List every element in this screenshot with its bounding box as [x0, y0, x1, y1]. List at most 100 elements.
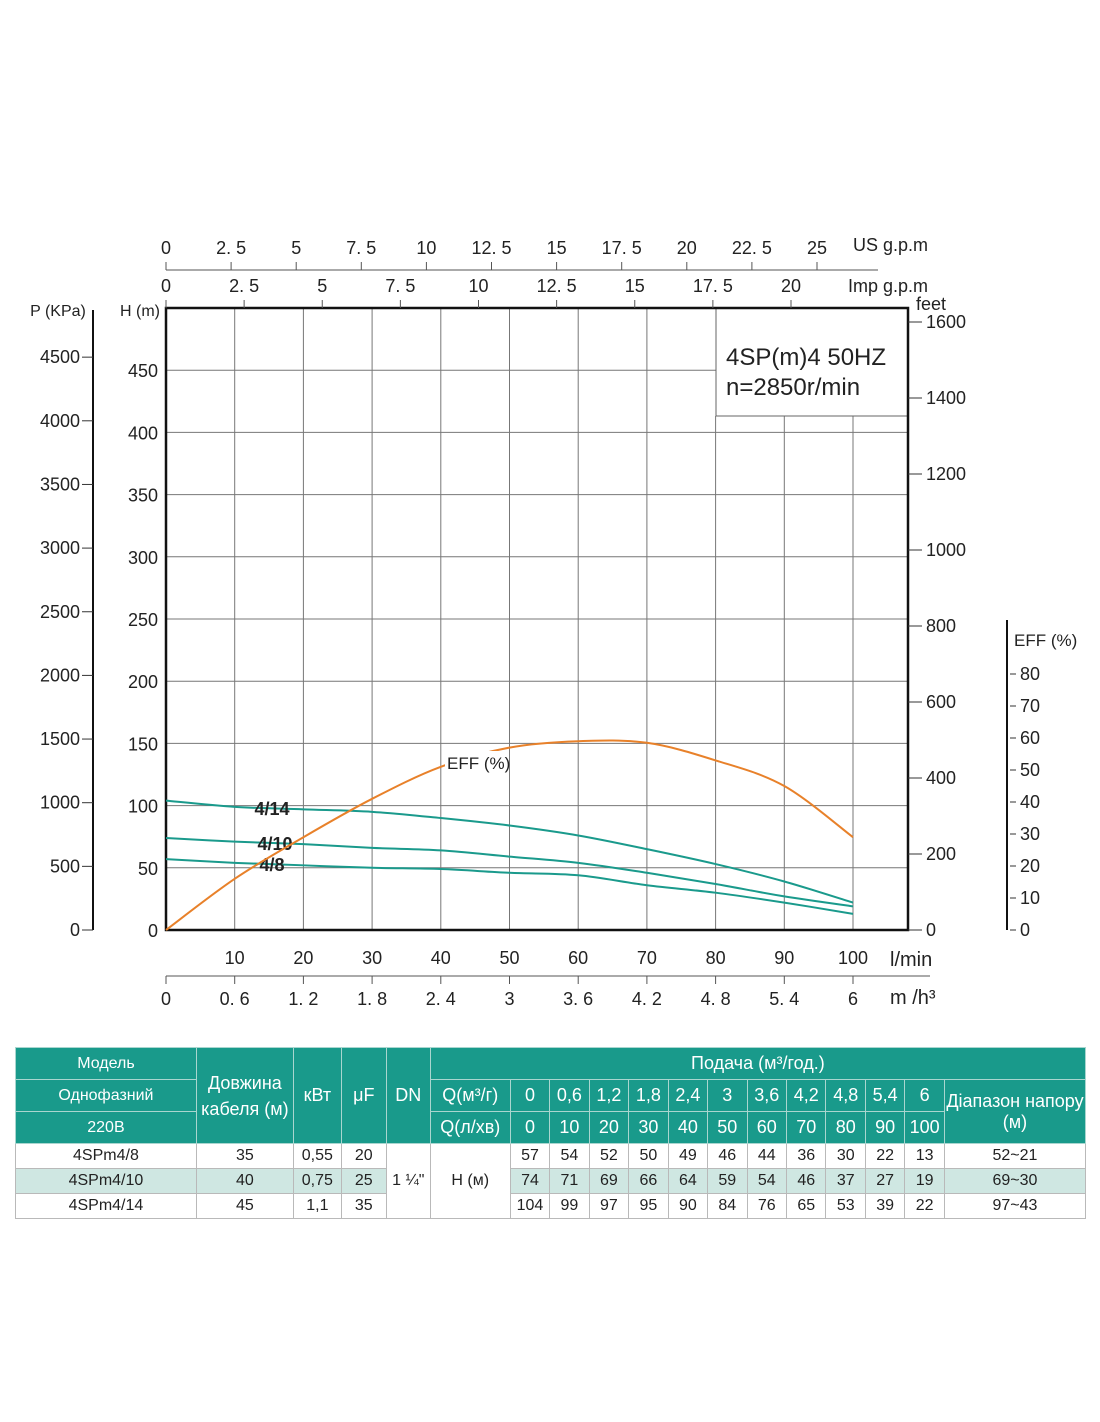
eff-tick-label: 80	[1020, 664, 1040, 684]
head-cell: 104	[509, 1193, 551, 1219]
uf-cell: 35	[340, 1193, 387, 1219]
model-curve-label: 4/8	[259, 855, 284, 875]
m3h-tick-label: 0	[161, 989, 171, 1009]
lmin-tick-label: 70	[637, 948, 657, 968]
head-tick-label: 0	[148, 921, 158, 941]
range-cell: 69~30	[943, 1168, 1087, 1194]
m3h-tick-label: 6	[848, 989, 858, 1009]
feet-tick-label: 0	[926, 920, 936, 940]
h-label-cell: H (м)	[429, 1143, 511, 1219]
head-cell: 97	[588, 1193, 630, 1219]
head-cell: 57	[509, 1143, 551, 1169]
q-m3h-cell: 2,4	[667, 1079, 709, 1112]
lmin-tick-label: 50	[499, 948, 519, 968]
plot-frame	[164, 306, 910, 932]
head-cell: 19	[904, 1168, 945, 1194]
q-m3h-cell: 0	[509, 1079, 551, 1112]
q-m3h-label: Q(м³/г)	[429, 1079, 511, 1112]
head-cell: 36	[786, 1143, 827, 1169]
us-gpm-tick-label: 2. 5	[216, 238, 246, 258]
q-lmin-cell: 100	[904, 1111, 945, 1144]
range-cell: 97~43	[943, 1193, 1087, 1219]
m3h-tick-label: 4. 2	[632, 989, 662, 1009]
uf-cell: 20	[340, 1143, 387, 1169]
lmin-tick-label: 80	[706, 948, 726, 968]
lmin-tick-label: 100	[838, 948, 868, 968]
feet-tick-label: 600	[926, 692, 956, 712]
pressure-tick-label: 0	[70, 920, 80, 940]
head-cell: 71	[549, 1168, 590, 1194]
q-m3h-cell: 3	[707, 1079, 748, 1112]
us-gpm-tick-label: 15	[547, 238, 567, 258]
head-cell: 46	[707, 1143, 748, 1169]
header-row-3: 220В Q(л/хв) 0 10 20 30 40 50 60 70 80 90 100	[15, 1111, 1086, 1144]
q-lmin-cell: 40	[667, 1111, 709, 1144]
imp-gpm-tick-label: 0	[161, 276, 171, 296]
head-tick-label: 250	[128, 610, 158, 630]
us-gpm-tick-label: 20	[677, 238, 697, 258]
head-tick-label: 350	[128, 486, 158, 506]
imp-gpm-tick-label: 20	[781, 276, 801, 296]
kw-cell: 0,75	[292, 1168, 342, 1194]
eff-tick-label: 30	[1020, 824, 1040, 844]
pressure-tick-label: 3500	[40, 474, 80, 494]
lmin-tick-label: 20	[293, 948, 313, 968]
head-cell: 65	[786, 1193, 827, 1219]
q-lmin-label: Q(л/хв)	[429, 1111, 511, 1144]
imp-gpm-axis-label: Imp g.p.m	[848, 276, 928, 296]
head-cell: 90	[667, 1193, 709, 1219]
feet-tick-label: 1000	[926, 540, 966, 560]
imp-gpm-tick-label: 15	[625, 276, 645, 296]
head-cell: 69	[588, 1168, 630, 1194]
m3h-axis-label: m /h³	[890, 987, 936, 1009]
legend-box	[715, 307, 909, 417]
m3h-tick-label: 3	[504, 989, 514, 1009]
pressure-tick-label: 1000	[40, 793, 80, 813]
q-m3h-cell: 4,2	[786, 1079, 827, 1112]
cable-cell: 40	[195, 1168, 294, 1194]
table-row: 4SPm4/10 40 0,75 25 74 71 69 66 64 59 54 46 37 27 19 69…	[15, 1168, 1087, 1194]
us-gpm-tick-label: 10	[416, 238, 436, 258]
head-tick-label: 100	[128, 797, 158, 817]
kw-cell: 0,55	[292, 1143, 342, 1169]
head-cell: 84	[707, 1193, 748, 1219]
m3h-tick-label: 3. 6	[563, 989, 593, 1009]
cable-cell: 45	[195, 1193, 294, 1219]
dn-header: DN	[385, 1047, 431, 1144]
table-row: 4SPm4/14 45 1,1 35 104 99 97 95 90 84 76 65 53 39 22 97…	[15, 1193, 1087, 1219]
q-lmin-cell: 10	[549, 1111, 590, 1144]
head-tick-label: 450	[128, 361, 158, 381]
pressure-tick-label: 2500	[40, 602, 80, 622]
lmin-tick-label: 10	[225, 948, 245, 968]
us-gpm-tick-label: 0	[161, 238, 171, 258]
q-m3h-cell: 1,2	[588, 1079, 630, 1112]
q-m3h-cell: 0,6	[549, 1079, 590, 1112]
head-cell: 66	[628, 1168, 669, 1194]
q-lmin-cell: 70	[786, 1111, 827, 1144]
us-gpm-tick-label: 7. 5	[346, 238, 376, 258]
q-lmin-cell: 90	[864, 1111, 906, 1144]
eff-axis-label: EFF (%)	[1014, 631, 1077, 650]
head-cell: 50	[628, 1143, 669, 1169]
phase-header: Однофазний	[15, 1079, 197, 1112]
us-gpm-tick-label: 25	[807, 238, 827, 258]
eff-tick-label: 10	[1020, 888, 1040, 908]
header-row-2: Однофазний Q(м³/г) 0 0,6 1,2 1,8 2,4 3 3,6 4,2 4…	[15, 1079, 1087, 1144]
cable-header: Довжина кабеля (м)	[195, 1047, 294, 1144]
eff-tick-label: 0	[1020, 920, 1030, 940]
head-cell: 13	[904, 1143, 945, 1169]
pressure-tick-label: 500	[50, 856, 80, 876]
q-lmin-cell: 50	[707, 1111, 748, 1144]
lmin-tick-label: 30	[362, 948, 382, 968]
head-cell: 95	[628, 1193, 669, 1219]
model-curve-label: 4/10	[257, 834, 292, 854]
q-m3h-cell: 4,8	[825, 1079, 866, 1112]
us-gpm-tick-label: 5	[291, 238, 301, 258]
pressure-tick-label: 2000	[40, 665, 80, 685]
cable-cell: 35	[195, 1143, 294, 1169]
us-gpm-tick-label: 12. 5	[471, 238, 511, 258]
q-lmin-cell: 20	[588, 1111, 630, 1144]
head-tick-label: 150	[128, 734, 158, 754]
uf-cell: 25	[340, 1168, 387, 1194]
eff-tick-label: 20	[1020, 856, 1040, 876]
